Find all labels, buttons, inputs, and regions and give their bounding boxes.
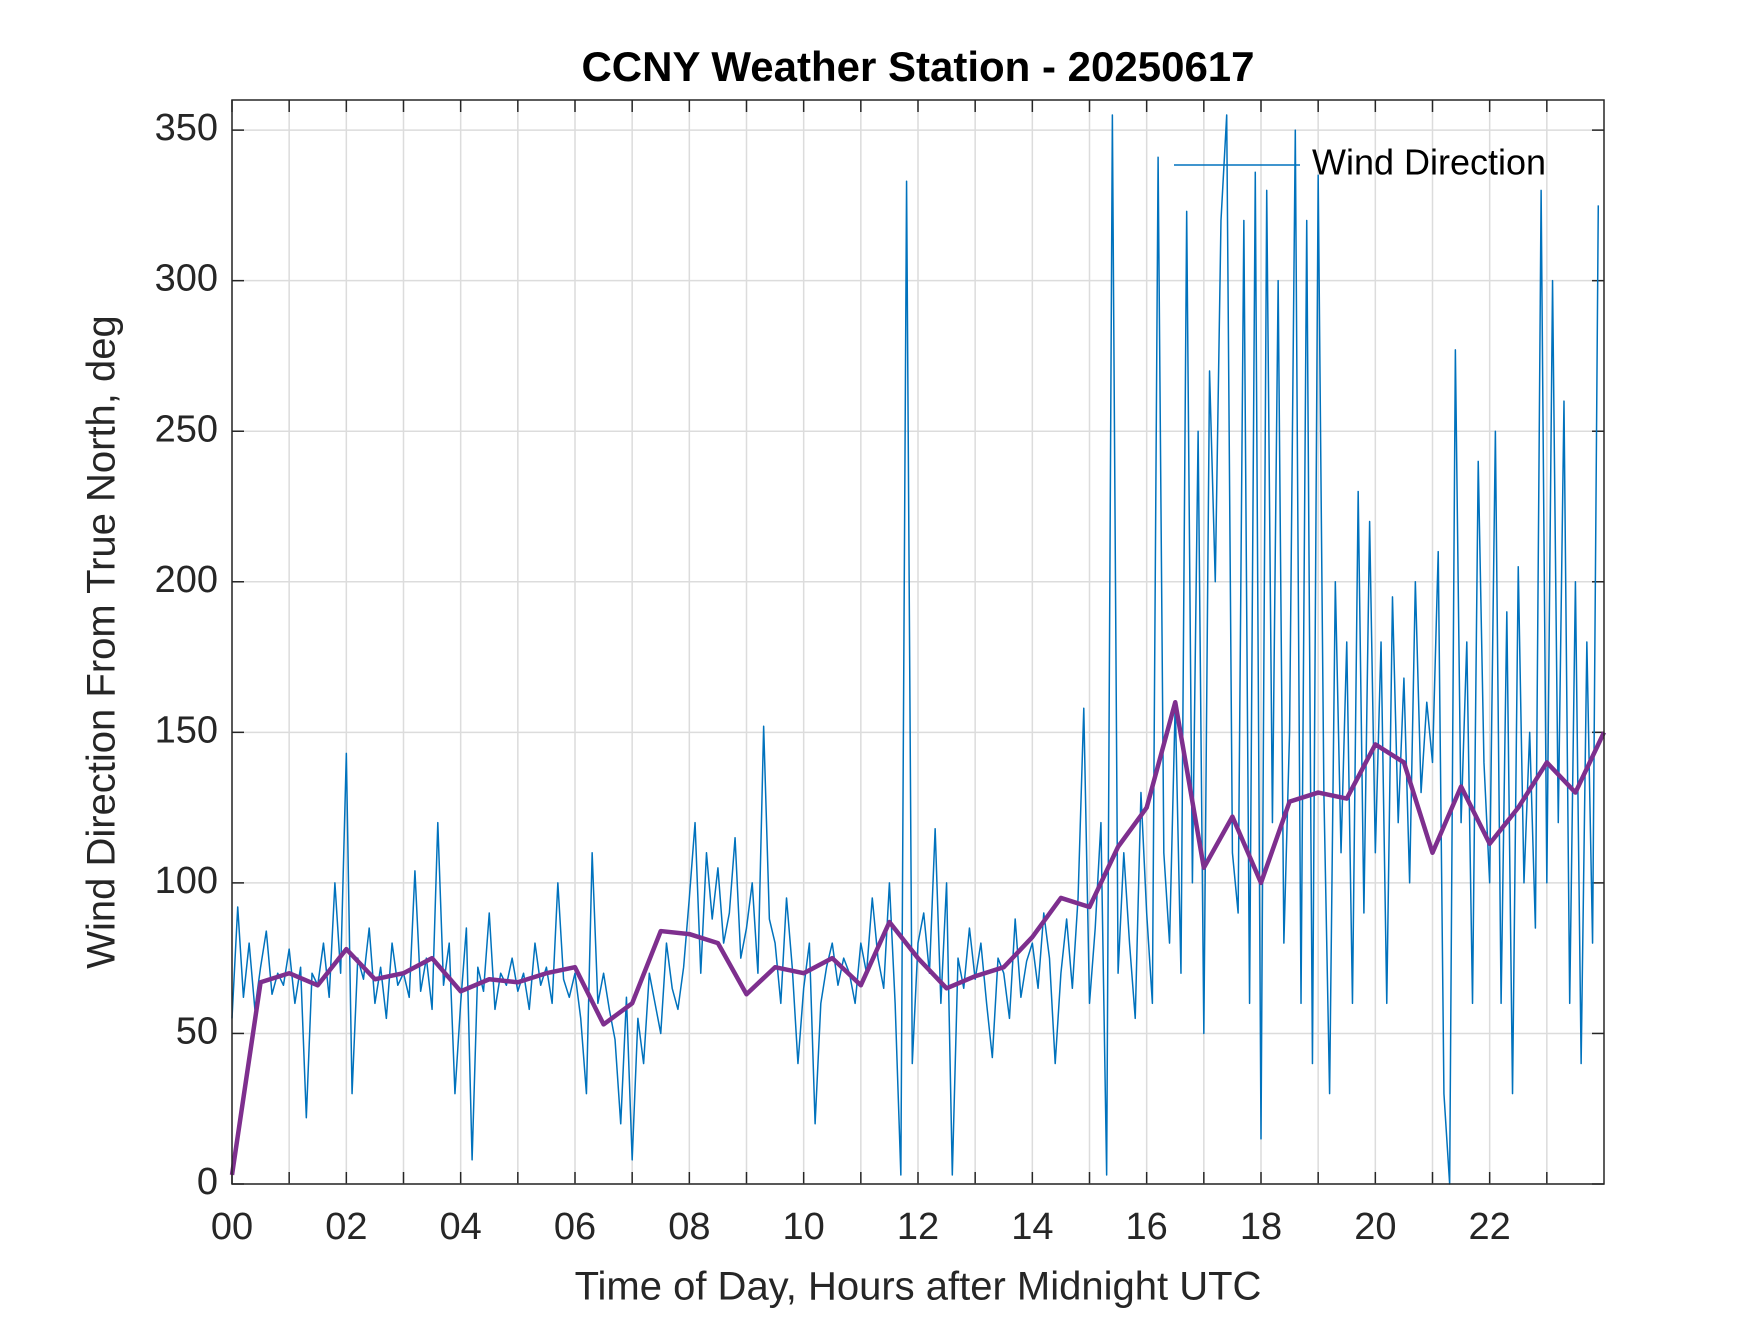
data-line (229, 699, 1607, 1176)
x-tick-label: 08 (668, 1206, 710, 1248)
y-tick-label: 300 (155, 258, 218, 300)
x-tick-label: 16 (1126, 1206, 1168, 1248)
chart-title: CCNY Weather Station - 20250617 (581, 43, 1254, 90)
x-tick-label: 18 (1240, 1206, 1282, 1248)
x-tick-label: 06 (554, 1206, 596, 1248)
y-tick-label: 50 (176, 1010, 218, 1052)
y-axis-label: Wind Direction From True North, deg (80, 315, 124, 969)
data-line (231, 114, 1600, 1185)
legend-label: Wind Direction (1312, 142, 1546, 183)
y-tick-label: 250 (155, 408, 218, 450)
x-tick-label: 04 (440, 1206, 482, 1248)
y-tick-label: 0 (197, 1161, 218, 1203)
y-tick-label: 200 (155, 559, 218, 601)
x-tick-label: 20 (1354, 1206, 1396, 1248)
y-tick-label: 350 (155, 107, 218, 149)
y-tick-label: 100 (155, 860, 218, 902)
x-tick-label: 00 (211, 1206, 253, 1248)
x-tick-label: 12 (897, 1206, 939, 1248)
y-tick-label: 150 (155, 709, 218, 751)
x-tick-label: 02 (325, 1206, 367, 1248)
x-tick-label: 10 (783, 1206, 825, 1248)
axes-box (231, 99, 1605, 1185)
x-tick-label: 14 (1011, 1206, 1053, 1248)
x-tick-label: 22 (1469, 1206, 1511, 1248)
x-axis-label: Time of Day, Hours after Midnight UTC (575, 1265, 1262, 1309)
